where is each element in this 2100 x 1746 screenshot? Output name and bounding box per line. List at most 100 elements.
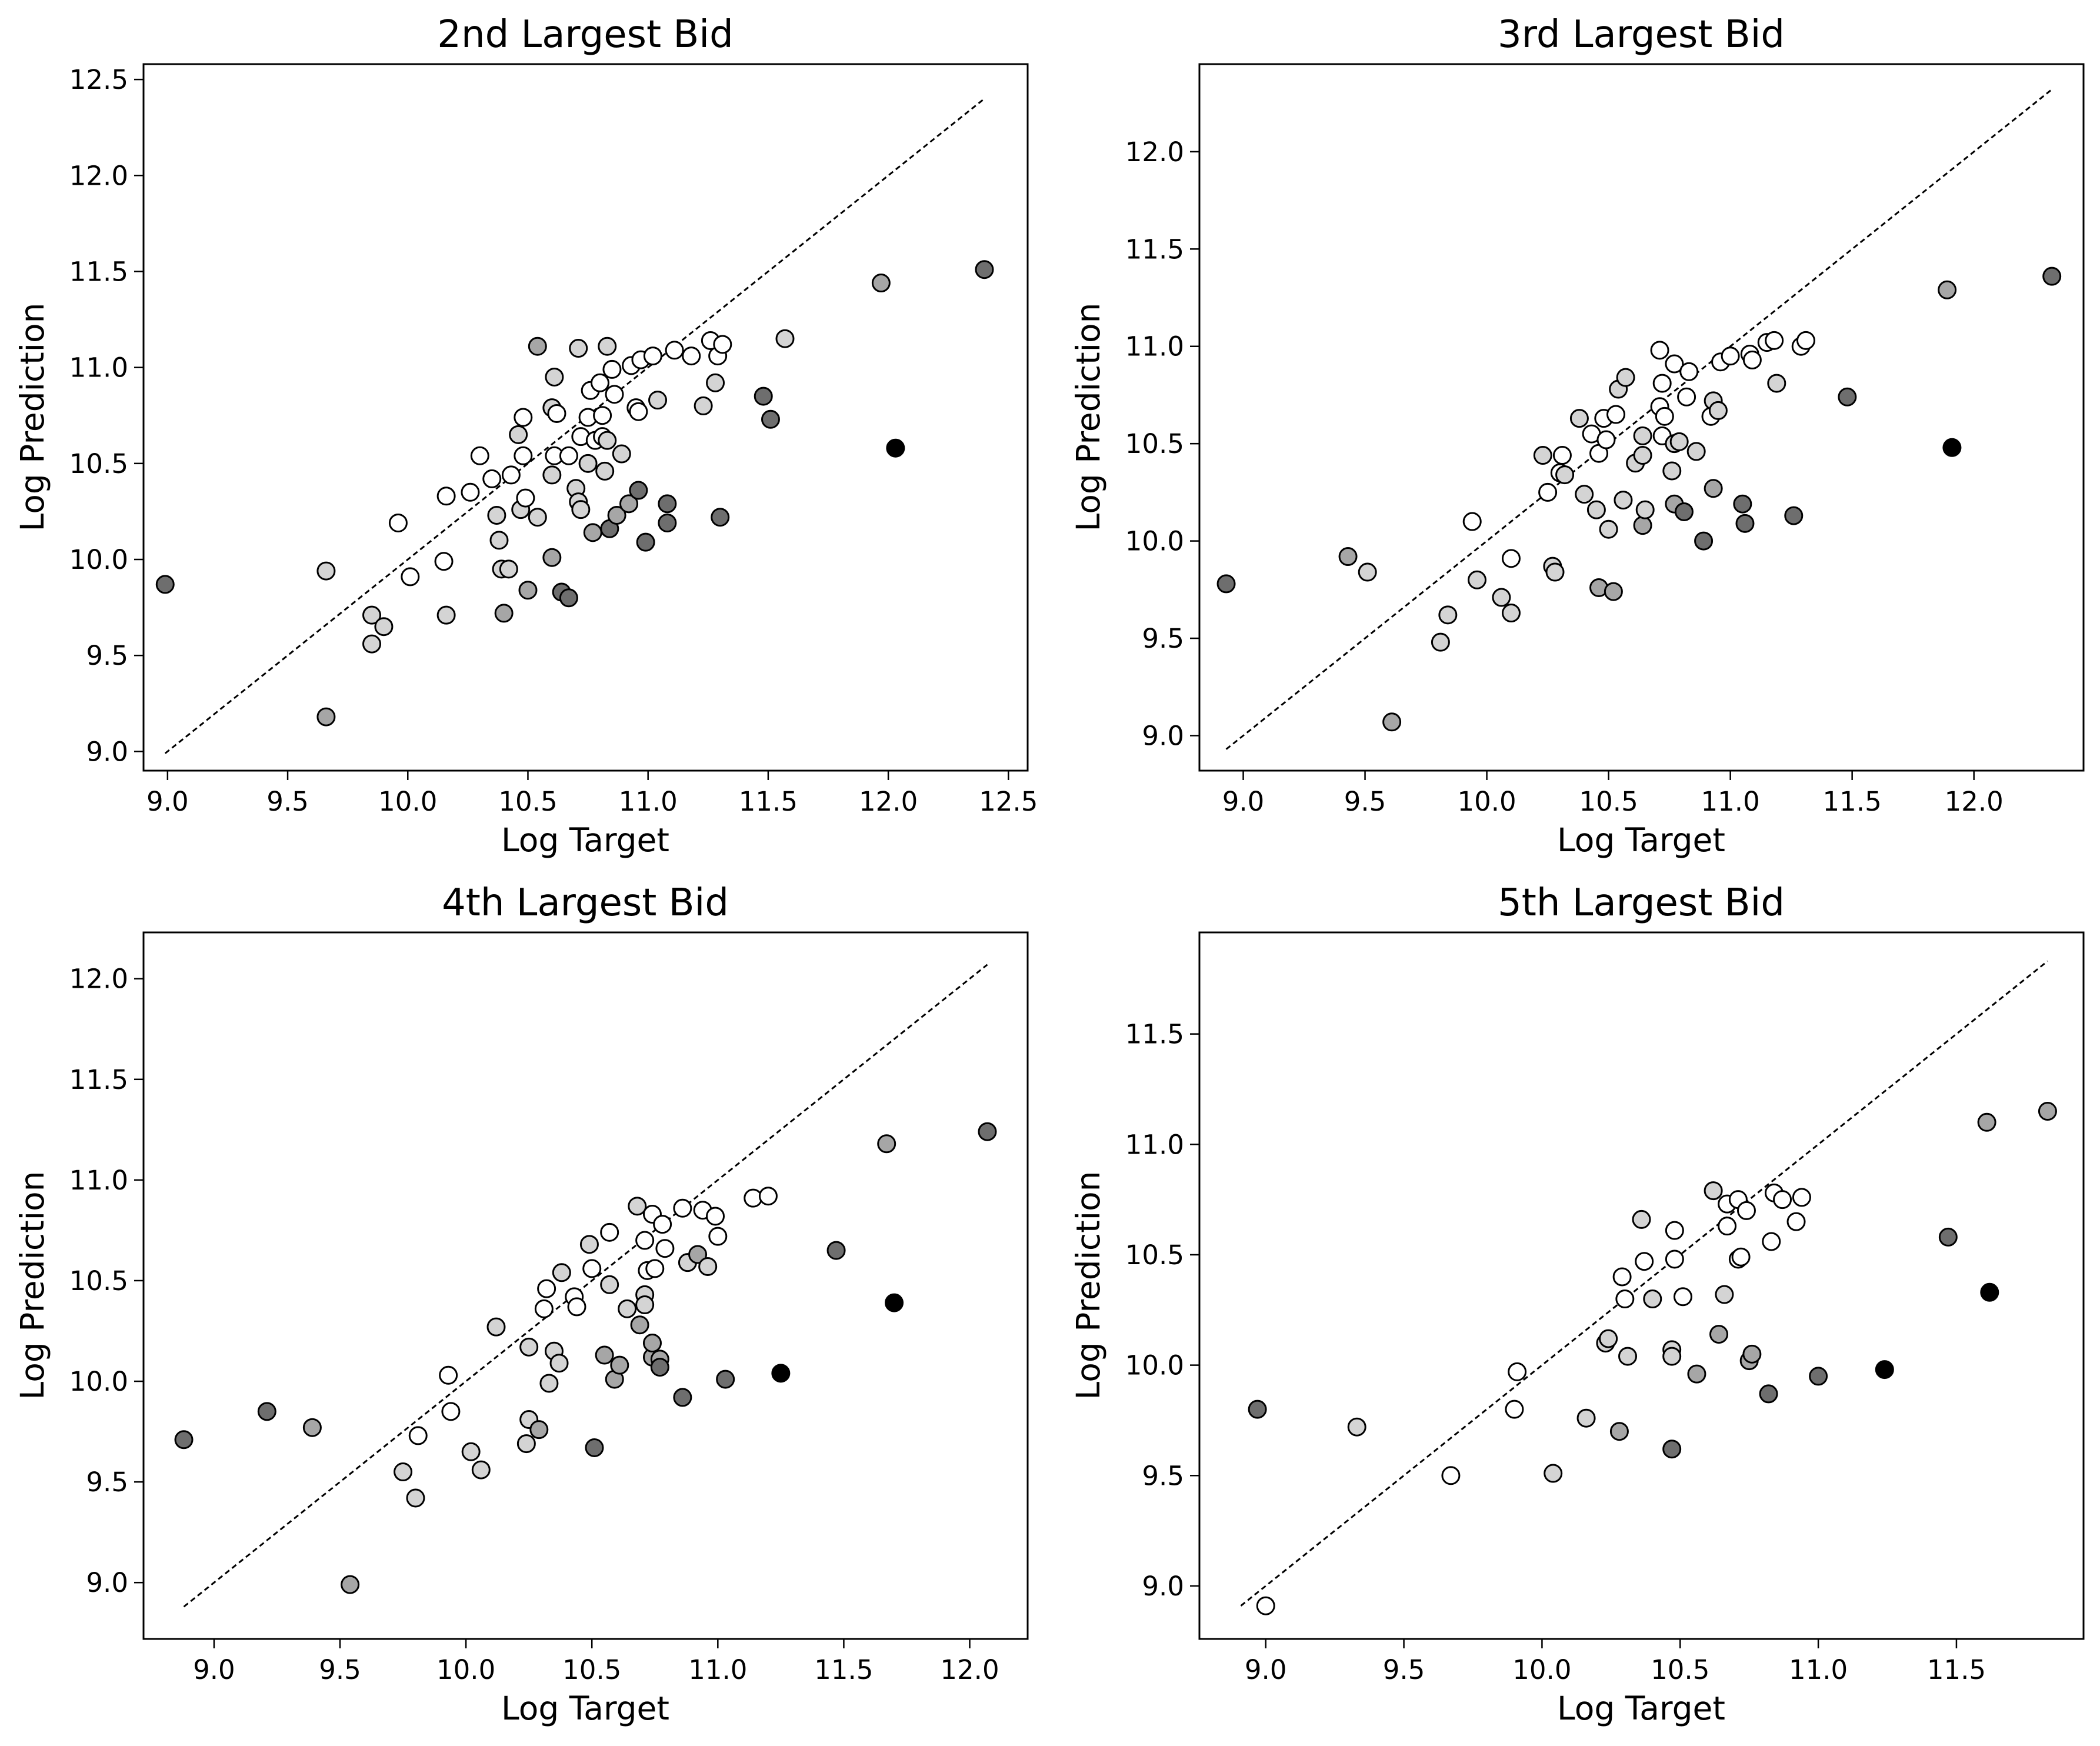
y-tick-label: 9.5 [1142, 623, 1184, 654]
data-point [754, 386, 773, 406]
x-tick-label: 10.0 [436, 1654, 495, 1685]
x-tick-label: 12.0 [859, 786, 918, 817]
data-point [1586, 500, 1606, 519]
x-tick-label: 12.0 [1945, 786, 2004, 817]
data-point [582, 1259, 602, 1278]
data-point [578, 454, 598, 473]
data-point [1505, 1400, 1524, 1419]
data-point [534, 1299, 554, 1318]
data-point [1731, 1247, 1751, 1267]
data-point [439, 1365, 458, 1385]
data-point [1838, 387, 1857, 406]
data-point [1256, 1596, 1275, 1615]
data-point [1709, 1325, 1729, 1344]
x-tick-label: 10.0 [378, 786, 437, 817]
data-point [1694, 531, 1714, 551]
x-tick-label: 9.5 [266, 786, 309, 817]
data-point [487, 505, 506, 525]
data-point [761, 409, 780, 429]
data-point [1669, 432, 1689, 451]
data-point [434, 552, 454, 571]
identity-line [164, 98, 985, 754]
data-point [1980, 1282, 1999, 1302]
data-point [1544, 1464, 1563, 1483]
data-point [1633, 426, 1652, 445]
data-point [598, 336, 617, 356]
data-point [1662, 1440, 1682, 1459]
data-point [494, 604, 514, 623]
x-tick-label: 10.5 [1579, 786, 1638, 817]
data-point [539, 1374, 559, 1393]
data-point [583, 523, 602, 542]
data-point [1765, 331, 1784, 350]
data-point [1708, 401, 1728, 420]
y-tick-label: 11.0 [69, 1165, 128, 1196]
data-point [174, 1430, 194, 1450]
subplot-5th-largest-bid: 5th Largest Bid Log Target Log Predictio… [1069, 881, 2085, 1727]
data-point [1677, 387, 1696, 406]
data-point [2042, 266, 2062, 286]
data-point [711, 508, 730, 527]
data-point [1938, 1227, 1958, 1247]
data-point [1796, 331, 1815, 350]
data-point [1441, 1466, 1461, 1485]
x-tick-label: 10.0 [1512, 1654, 1571, 1685]
y-tick-label: 10.5 [1125, 1239, 1184, 1271]
data-point [552, 1263, 571, 1282]
data-point [1615, 1289, 1635, 1309]
data-point [569, 339, 588, 358]
x-tick-label: 9.0 [146, 786, 189, 817]
x-tick-label: 10.0 [1457, 786, 1516, 817]
data-point [886, 438, 905, 458]
data-point [1977, 1112, 1996, 1132]
x-tick-label: 11.0 [1701, 786, 1760, 817]
y-tick-label: 9.5 [1142, 1460, 1184, 1491]
y-tick-label: 10.0 [69, 544, 128, 575]
data-point [1569, 409, 1589, 428]
data-point [1614, 491, 1633, 510]
data-point [591, 373, 610, 392]
data-point [1673, 1287, 1692, 1307]
y-tick-label: 12.0 [69, 964, 128, 995]
data-point [1599, 519, 1618, 539]
data-point [1533, 446, 1552, 465]
data-point [1715, 1285, 1734, 1304]
data-point [1773, 1190, 1792, 1209]
data-point [1704, 1181, 1723, 1201]
y-tick-label: 9.0 [86, 1567, 128, 1598]
data-point [1438, 605, 1458, 625]
data-point [362, 605, 382, 625]
data-point [716, 1370, 735, 1389]
subplot-3rd-largest-bid: 3rd Largest Bid Log Target Log Predictio… [1069, 13, 2085, 859]
data-point [630, 1315, 649, 1335]
data-point [706, 1207, 725, 1226]
data-point [629, 481, 648, 500]
x-axis-label: Log Target [1557, 821, 1725, 859]
data-point [585, 1438, 604, 1457]
plot-title: 4th Largest Bid [442, 881, 729, 925]
data-point [688, 1245, 708, 1264]
data-point [1759, 1384, 1778, 1404]
data-point [598, 431, 617, 450]
data-point [394, 1462, 413, 1482]
data-point [579, 1235, 599, 1254]
data-point [519, 1337, 539, 1357]
x-tick-label: 11.5 [739, 786, 798, 817]
data-point [1633, 516, 1652, 535]
data-point [648, 391, 668, 410]
data-point [619, 494, 639, 514]
data-point [698, 1257, 718, 1276]
y-tick-label: 11.5 [69, 256, 128, 287]
data-point [514, 446, 533, 465]
data-point [1809, 1367, 1828, 1386]
data-point [1662, 1347, 1682, 1366]
data-point [528, 508, 547, 527]
x-tick-label: 10.5 [1651, 1654, 1709, 1685]
data-point [1604, 582, 1623, 601]
data-point [155, 575, 175, 594]
data-point [775, 329, 795, 348]
data-point [635, 1295, 655, 1315]
data-point [1735, 514, 1755, 533]
data-point [593, 406, 612, 425]
plot-frame [142, 63, 1029, 772]
